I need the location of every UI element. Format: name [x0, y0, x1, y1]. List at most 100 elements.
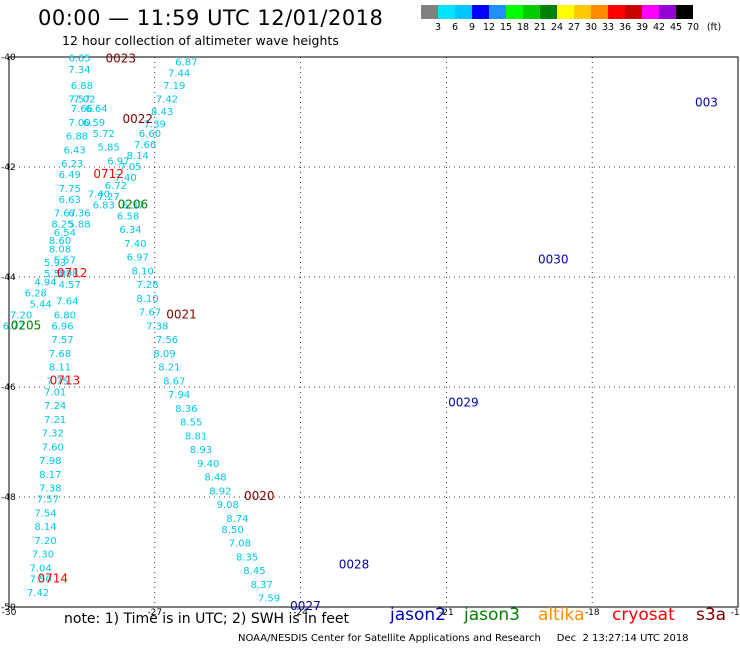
wave-height-value: 7.50: [29, 574, 51, 585]
wave-height-value: 8.11: [49, 363, 71, 374]
longitude-tick-label: -15: [731, 608, 740, 618]
wave-height-value: 5.85: [97, 143, 119, 154]
legend-swatch: [489, 5, 506, 19]
wave-height-value: 7.20: [10, 310, 32, 321]
wave-height-value: 7.27: [97, 192, 119, 203]
wave-height-value: 7.24: [44, 401, 66, 412]
pass-time-label: 0030: [538, 252, 569, 266]
satellite-label-altika: altika: [538, 605, 585, 625]
legend-swatch: [574, 5, 591, 19]
pass-time-label: 003: [695, 96, 718, 110]
wave-height-value: 8.17: [39, 470, 61, 481]
longitude-tick-label: -18: [585, 608, 600, 618]
wave-height-value: 6.72: [105, 181, 127, 192]
legend-label: 24: [550, 22, 564, 33]
wave-height-value: 7.66: [134, 140, 156, 151]
legend-swatch: [455, 5, 472, 19]
wave-height-value: 6.97: [127, 253, 149, 264]
legend-label: 45: [669, 22, 683, 33]
legend-swatch: [676, 5, 693, 19]
wave-height-value: 7.75: [46, 376, 68, 387]
wave-height-value: 7.75: [59, 184, 81, 195]
wave-height-value: 5.58: [44, 269, 66, 280]
pass-time-label: 0023: [106, 52, 137, 66]
wave-height-value: 8.93: [190, 445, 212, 456]
wave-height-value: 8.55: [180, 418, 202, 429]
wave-height-value: 7.64: [56, 297, 78, 308]
wave-height-value: 8.45: [243, 566, 265, 577]
wave-height-value: 6.23: [61, 159, 83, 170]
pass-time-label: 0027: [290, 599, 321, 613]
pass-time-label: 0029: [448, 395, 479, 409]
legend-swatch: [472, 5, 489, 19]
wave-height-value: 4.57: [59, 280, 81, 291]
wave-height-value: 6.36: [68, 209, 90, 220]
wave-height-value: 7.05: [119, 162, 141, 173]
legend-label: 3: [434, 22, 442, 33]
wave-height-value: 6.43: [63, 145, 85, 156]
wave-height-legend: 3 6 9 12 15 18 21 24 27 30 33 36 39 42 45 70 (ft): [421, 5, 721, 36]
legend-label: 39: [635, 22, 649, 33]
wave-height-value: 6.60: [139, 129, 161, 140]
map-title: 00:00 — 11:59 UTC 12/01/2018: [38, 6, 384, 30]
legend-swatch: [557, 5, 574, 19]
pass-time-label: 0712: [57, 266, 88, 280]
wave-height-value: 7.42: [27, 588, 49, 599]
satellite-label-cryosat: cryosat: [612, 605, 675, 625]
satellite-label-s3a: s3a: [696, 605, 727, 625]
wave-height-value: 6.34: [119, 225, 141, 236]
footer-note: note: 1) Time is in UTC; 2) SWH is in fe…: [64, 611, 350, 627]
legend-label: 36: [618, 22, 632, 33]
wave-height-value: 8.37: [251, 580, 273, 591]
legend-label: 42: [652, 22, 666, 33]
wave-height-value: 8.36: [175, 404, 197, 415]
wave-height-value: 5.57: [54, 255, 76, 266]
legend-swatch: [625, 5, 642, 19]
wave-height-value: 7.60: [42, 442, 64, 453]
legend-label: 70: [686, 22, 700, 33]
wave-height-value: 7.40: [124, 239, 146, 250]
legend-label: 30: [584, 22, 598, 33]
wave-height-value: 7.01: [44, 387, 66, 398]
wave-height-value: 8.09: [153, 349, 175, 360]
legend-swatch: [608, 5, 625, 19]
longitude-tick-label: -30: [2, 608, 17, 618]
legend-swatch: [506, 5, 523, 19]
wave-height-value: 6.97: [107, 156, 129, 167]
pass-time-label: 0022: [123, 112, 154, 126]
altimeter-tracks: 6.657.346.887.577.027.666.647.006.596.88…: [3, 53, 280, 604]
legend-label: 15: [499, 22, 513, 33]
wave-height-value: 7.38: [146, 321, 168, 332]
wave-height-value: 7.00: [68, 118, 90, 129]
wave-height-value: 6.59: [83, 118, 105, 129]
legend-label: 21: [533, 22, 547, 33]
wave-height-value: 6.54: [54, 228, 76, 239]
wave-height-value: 7.02: [73, 95, 95, 106]
wave-height-value: 8.74: [226, 514, 248, 525]
wave-height-value: 7.32: [42, 429, 64, 440]
wave-height-value: 6.58: [117, 211, 139, 222]
map-tick-labels: -30 -27 -24 -21 -18 -15 -40 -42 -44 -46 -48 -50: [1, 53, 740, 618]
wave-height-value: 7.34: [68, 65, 90, 76]
wave-height-value: 7.57: [51, 335, 73, 346]
wave-height-value: 7.68: [49, 349, 71, 360]
wave-height-value: 6.77: [3, 321, 25, 332]
satellite-label-jason2: jason2: [390, 605, 446, 625]
pass-time-label: 0205: [11, 318, 42, 332]
wave-height-value: 5.98: [56, 269, 78, 280]
wave-height-value: 6.63: [59, 195, 81, 206]
wave-height-value: 8.48: [204, 473, 226, 484]
wave-height-value: 8.21: [158, 363, 180, 374]
wave-height-value: 8.14: [34, 522, 56, 533]
wave-height-value: 6.37: [122, 200, 144, 211]
wave-height-value: 7.94: [168, 390, 190, 401]
legend-swatch: [438, 5, 455, 19]
latitude-tick-label: -48: [1, 493, 16, 503]
wave-height-value: 7.39: [144, 119, 166, 130]
legend-label: (ft): [706, 22, 722, 33]
wave-height-value: 7.20: [34, 536, 56, 547]
wave-height-value: 8.10: [132, 266, 154, 277]
wave-height-value: 7.56: [156, 335, 178, 346]
wave-height-value: 9.08: [217, 500, 239, 511]
wave-height-value: 5.88: [68, 220, 90, 231]
